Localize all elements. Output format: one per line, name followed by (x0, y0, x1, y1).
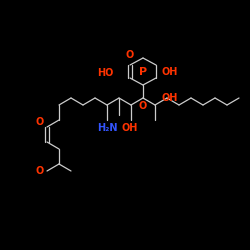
Text: O: O (139, 101, 147, 111)
Text: O: O (126, 50, 134, 60)
Text: O: O (36, 166, 44, 176)
Text: O: O (36, 117, 44, 127)
Text: P: P (139, 67, 147, 77)
Text: OH: OH (161, 67, 178, 77)
Text: HO: HO (98, 68, 114, 78)
Text: H₂N: H₂N (97, 123, 117, 133)
Text: OH: OH (162, 93, 178, 103)
Text: OH: OH (122, 123, 138, 133)
